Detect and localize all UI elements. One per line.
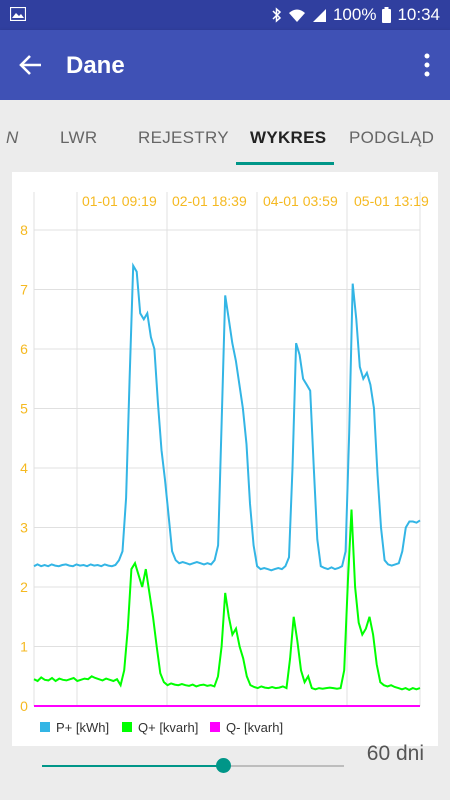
battery-icon	[382, 7, 392, 23]
tab-wykres[interactable]: WYKRES	[250, 128, 327, 147]
x-tick-label: 04-01 03:59	[263, 193, 338, 209]
page-title: Dane	[66, 52, 125, 79]
x-tick-label: 05-01 13:19	[354, 193, 429, 209]
back-arrow-icon[interactable]	[18, 52, 44, 78]
bluetooth-icon	[272, 7, 282, 23]
y-tick-label: 2	[20, 579, 28, 595]
series-line-2	[33, 509, 421, 692]
legend-swatch	[122, 722, 132, 732]
y-tick-label: 3	[20, 520, 28, 536]
image-icon	[10, 7, 26, 21]
slider-value: 60 dni	[366, 742, 424, 765]
tab-podglad[interactable]: PODGLĄD	[349, 128, 435, 147]
y-tick-label: 7	[20, 282, 28, 298]
slider-fill	[42, 765, 224, 767]
legend-label: Q+ [kvarh]	[138, 720, 198, 735]
y-tick-label: 8	[20, 222, 28, 238]
battery-level: 100%	[332, 5, 377, 24]
line-chart[interactable]: 0 1 2 3 4 5 6 7 8 01-01 09:19 02-01 18:39 04-01 03:…	[12, 172, 438, 746]
wifi-icon	[288, 9, 305, 22]
clock: 10:34	[397, 5, 440, 24]
y-tick-label: 6	[20, 341, 28, 357]
legend-swatch	[210, 722, 220, 732]
series-line-1	[33, 262, 421, 572]
legend-swatch	[40, 722, 50, 732]
signal-icon	[312, 8, 326, 22]
more-vert-icon[interactable]	[422, 52, 432, 78]
y-tick-label: 1	[20, 639, 28, 655]
status-bar: 100% 10:34	[0, 0, 450, 30]
x-tick-label: 01-01 09:19	[82, 193, 157, 209]
tab-bar: N LWR REJESTRY WYKRES PODGLĄD	[0, 100, 450, 166]
legend-label: Q- [kvarh]	[226, 720, 283, 735]
x-tick-label: 02-01 18:39	[172, 193, 247, 209]
y-tick-label: 5	[20, 401, 28, 417]
tab-rejestry[interactable]: REJESTRY	[138, 128, 229, 147]
y-tick-label: 0	[20, 698, 28, 714]
legend-label: P+ [kWh]	[56, 720, 109, 735]
tab-indicator	[236, 162, 334, 165]
tab-n[interactable]: N	[6, 128, 19, 147]
slider-thumb[interactable]	[215, 758, 231, 773]
app-bar: Dane	[0, 30, 450, 100]
y-tick-label: 4	[20, 460, 28, 476]
tab-lwr[interactable]: LWR	[60, 128, 98, 147]
chart-card: 0 1 2 3 4 5 6 7 8 01-01 09:19 02-01 18:39 04-01 03:…	[12, 172, 438, 746]
